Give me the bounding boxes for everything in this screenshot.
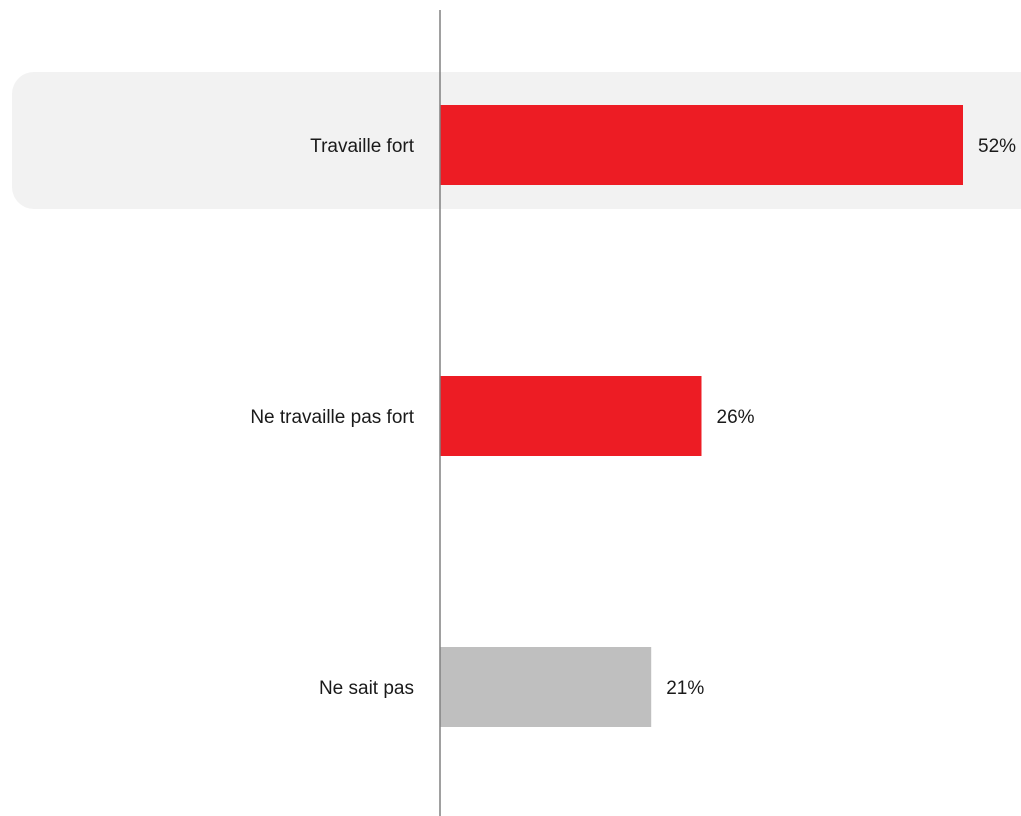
- category-label-ne-travaille-pas-fort: Ne travaille pas fort: [250, 407, 414, 428]
- bar-ne-sait-pas: [440, 647, 652, 727]
- category-labels: Travaille fort Ne travaille pas fort Ne …: [250, 136, 414, 699]
- bars-layer: [440, 105, 963, 727]
- category-label-travaille-fort: Travaille fort: [310, 136, 415, 157]
- bar-ne-travaille-pas-fort: [440, 376, 702, 456]
- bar-travaille-fort: [440, 105, 963, 185]
- value-labels: 52% 26% 21%: [666, 136, 1016, 699]
- value-label-travaille-fort: 52%: [978, 136, 1016, 157]
- value-label-ne-sait-pas: 21%: [666, 678, 704, 699]
- category-label-ne-sait-pas: Ne sait pas: [319, 678, 414, 699]
- value-label-ne-travaille-pas-fort: 26%: [717, 407, 755, 428]
